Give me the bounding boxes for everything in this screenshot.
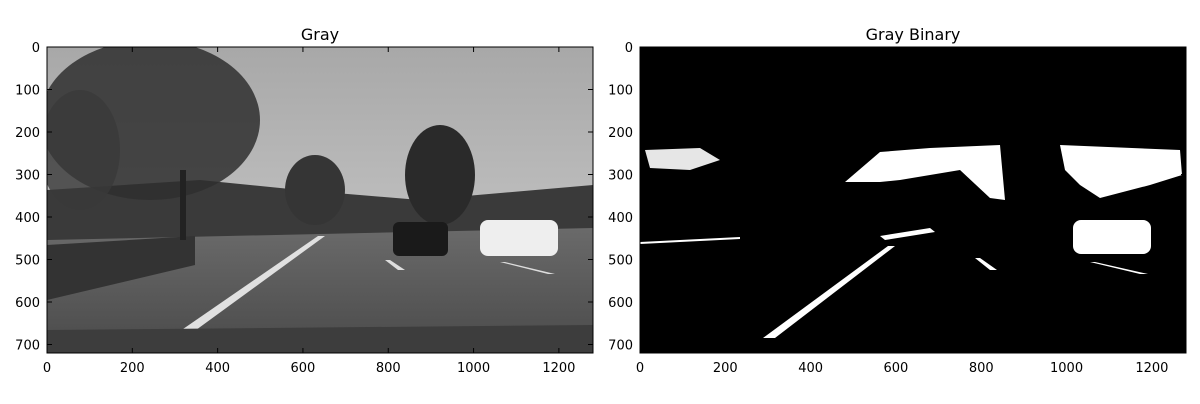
- y-tick-label: 700: [608, 339, 633, 354]
- y-tick-label: 500: [15, 254, 40, 269]
- y-tick-label: 0: [625, 41, 633, 56]
- x-tick-label: 1000: [457, 361, 490, 376]
- y-tick-label: 300: [15, 169, 40, 184]
- x-tick-label: 0: [636, 361, 644, 376]
- x-tick-label: 0: [43, 361, 51, 376]
- x-tick-label: 1200: [542, 361, 575, 376]
- y-tick-label: 600: [608, 296, 633, 311]
- y-tick-label: 300: [608, 169, 633, 184]
- y-tick-label: 200: [608, 126, 633, 141]
- y-tick-label: 0: [32, 41, 40, 56]
- x-tick-label: 200: [120, 361, 145, 376]
- x-tick-label: 200: [713, 361, 738, 376]
- right-axes-frame: [639, 46, 1187, 354]
- left-title: Gray: [301, 25, 339, 44]
- x-tick-label: 800: [376, 361, 401, 376]
- y-tick-label: 100: [608, 84, 633, 99]
- y-tick-label: 500: [608, 254, 633, 269]
- y-tick-label: 400: [608, 211, 633, 226]
- x-tick-label: 400: [205, 361, 230, 376]
- y-tick-label: 100: [15, 84, 40, 99]
- x-tick-label: 600: [291, 361, 316, 376]
- y-tick-label: 600: [15, 296, 40, 311]
- x-tick-label: 1200: [1135, 361, 1168, 376]
- gray-image: [47, 47, 593, 353]
- x-tick-label: 400: [798, 361, 823, 376]
- y-tick-label: 700: [15, 339, 40, 354]
- x-tick-label: 800: [969, 361, 994, 376]
- x-tick-label: 1000: [1050, 361, 1083, 376]
- x-tick-label: 600: [884, 361, 909, 376]
- y-tick-label: 200: [15, 126, 40, 141]
- right-title: Gray Binary: [866, 25, 961, 44]
- left-axes-frame: [46, 46, 594, 354]
- gray-binary-image: [640, 47, 1186, 353]
- y-tick-label: 400: [15, 211, 40, 226]
